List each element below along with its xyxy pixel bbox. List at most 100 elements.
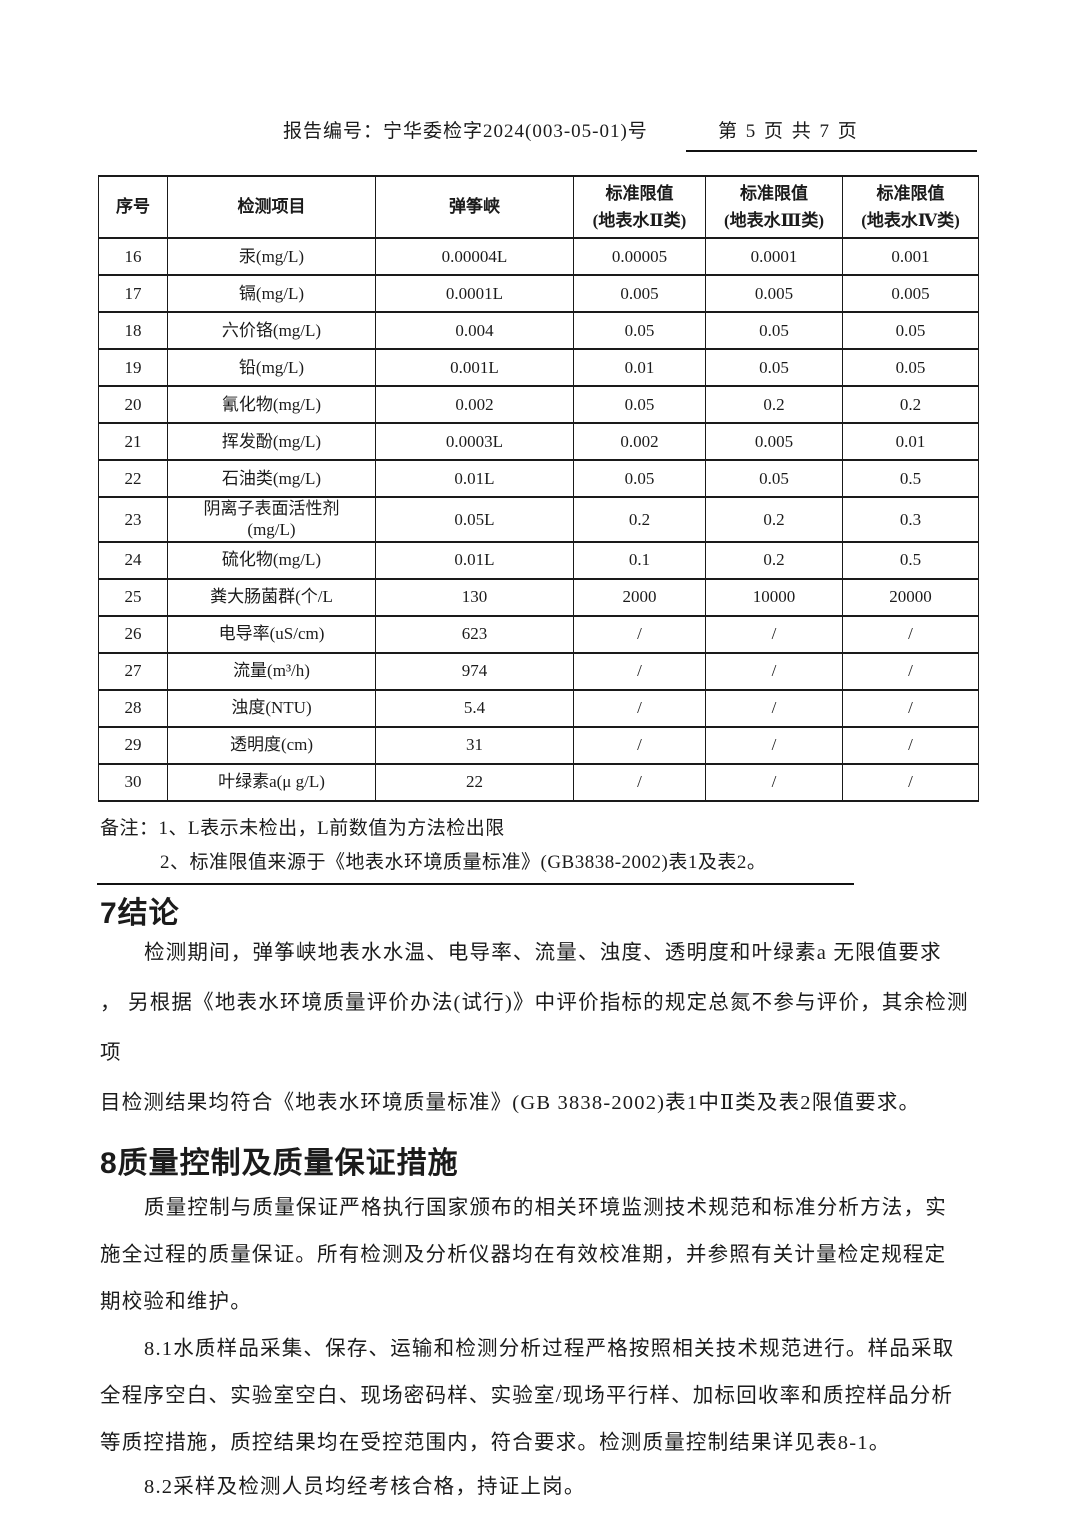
table-cell: 29 [98, 725, 168, 765]
table-cell: / [705, 651, 843, 691]
col-header-index: 序号 [98, 175, 168, 239]
table-cell: / [573, 614, 706, 654]
col-header-limit-class2: 标准限值 (地表水Ⅱ类) [573, 175, 706, 239]
table-cell: 2000 [573, 577, 706, 617]
table-header-row: 序号 检测项目 弹筝峡 标准限值 (地表水Ⅱ类) 标准限值 (地表水Ⅲ类) 标准… [98, 175, 979, 239]
table-cell: 0.0001 [705, 237, 843, 276]
table-cell: 24 [98, 540, 168, 580]
table-row: 17 镉(mg/L) 0.0001L 0.005 0.005 0.005 [98, 274, 979, 313]
table-cell: 0.005 [573, 274, 706, 313]
table-cell: 0.01L [375, 540, 574, 580]
table-cell: 0.0001L [375, 274, 574, 313]
table-cell: 0.01L [375, 459, 574, 498]
table-cell: 铅(mg/L) [167, 348, 376, 387]
table-cell: / [842, 651, 979, 691]
table-cell: 20 [98, 385, 168, 424]
table-cell: 0.005 [705, 422, 843, 461]
table-cell: 汞(mg/L) [167, 237, 376, 276]
results-table-container: 序号 检测项目 弹筝峡 标准限值 (地表水Ⅱ类) 标准限值 (地表水Ⅲ类) 标准… [98, 175, 979, 802]
table-cell: 流量(m³/h) [167, 651, 376, 691]
table-cell: 21 [98, 422, 168, 461]
table-cell: / [705, 762, 843, 802]
table-cell: 0.2 [705, 540, 843, 580]
table-row: 20 氰化物(mg/L) 0.002 0.05 0.2 0.2 [98, 385, 979, 424]
footnote-1: 备注：1、L表示未检出，L前数值为方法检出限 [100, 818, 505, 839]
table-cell: 粪大肠菌群(个/L [167, 577, 376, 617]
table-cell: 0.001 [842, 237, 979, 276]
s81-line: 8.1水质样品采集、保存、运输和检测分析过程严格按照相关技术规范进行。样品采取 [144, 1338, 955, 1360]
table-cell: 17 [98, 274, 168, 313]
table-cell: 0.5 [842, 459, 979, 498]
table-cell: / [705, 725, 843, 765]
table-cell: 0.05 [842, 311, 979, 350]
table-cell: 27 [98, 651, 168, 691]
table-row: 26 电导率(uS/cm) 623// / [98, 614, 979, 654]
table-cell: / [705, 688, 843, 728]
table-row: 16 汞(mg/L) 0.00004L 0.00005 0.0001 0.001 [98, 237, 979, 276]
table-cell: 0.005 [705, 274, 843, 313]
table-cell: / [842, 725, 979, 765]
table-row: 19 铅(mg/L) 0.001L 0.01 0.05 0.05 [98, 348, 979, 387]
quality-line: 质量控制与质量保证严格执行国家颁布的相关环境监测技术规范和标准分析方法，实 [144, 1197, 947, 1219]
table-cell: 0.05L [375, 496, 574, 543]
table-row: 24 硫化物(mg/L) 0.01L 0.1 0.2 0.5 [98, 540, 979, 580]
table-cell: 阴离子表面活性剂 (mg/L) [167, 496, 376, 543]
report-number: 报告编号：宁华委检字2024(003-05-01)号 [283, 121, 648, 142]
conclusion-line: 项 [100, 1042, 122, 1064]
table-cell: 浊度(NTU) [167, 688, 376, 728]
table-cell: 0.00004L [375, 237, 574, 276]
table-cell: / [842, 614, 979, 654]
table-footnotes: 备注：1、L表示未检出，L前数值为方法检出限 2、标准限值来源于《地表水环境质量… [97, 812, 854, 885]
section-8-2-paragraph: 8.2采样及检测人员均经考核合格，持证上岗。 [100, 1462, 978, 1512]
conclusion-line: ， 另根据《地表水环境质量评价办法(试行)》中评价指标的规定总氮不参与评价，其余… [100, 992, 969, 1014]
table-cell: / [573, 725, 706, 765]
table-cell: 22 [375, 762, 574, 802]
col-header-limit-class4: 标准限值 (地表水Ⅳ类) [842, 175, 979, 239]
table-cell: 0.005 [842, 274, 979, 313]
table-cell: 0.01 [842, 422, 979, 461]
table-cell: 0.3 [842, 496, 979, 543]
table-cell: 石油类(mg/L) [167, 459, 376, 498]
table-cell: 18 [98, 311, 168, 350]
table-row: 30 叶绿素a(μ g/L) 22// / [98, 762, 979, 802]
table-cell: / [842, 762, 979, 802]
quality-control-paragraph: 质量控制与质量保证严格执行国家颁布的相关环境监测技术规范和标准分析方法，实 施全… [100, 1185, 978, 1326]
col-header-limit-class3: 标准限值 (地表水Ⅲ类) [705, 175, 843, 239]
table-cell: 623 [375, 614, 574, 654]
table-cell: / [842, 688, 979, 728]
s81-line: 全程序空白、实验室空白、现场密码样、实验室/现场平行样、加标回收率和质控样品分析 [100, 1385, 954, 1407]
quality-line: 施全过程的质量保证。所有检测及分析仪器均在有效校准期，并参照有关计量检定规程定 [100, 1244, 947, 1266]
section-8-heading: 8质量控制及质量保证措施 [100, 1147, 459, 1180]
table-cell: 0.05 [573, 311, 706, 350]
table-cell: 透明度(cm) [167, 725, 376, 765]
table-row: 21 挥发酚(mg/L) 0.0003L 0.002 0.005 0.01 [98, 422, 979, 461]
conclusion-paragraph: 检测期间，弹筝峡地表水水温、电导率、流量、浊度、透明度和叶绿素a 无限值要求 ，… [100, 928, 978, 1128]
table-cell: 叶绿素a(μ g/L) [167, 762, 376, 802]
table-cell: 硫化物(mg/L) [167, 540, 376, 580]
table-cell: / [573, 651, 706, 691]
table-cell: 电导率(uS/cm) [167, 614, 376, 654]
table-cell: 0.0003L [375, 422, 574, 461]
table-cell: 5.4 [375, 688, 574, 728]
table-cell: 19 [98, 348, 168, 387]
conclusion-line: 检测期间，弹筝峡地表水水温、电导率、流量、浊度、透明度和叶绿素a 无限值要求 [144, 942, 942, 964]
s82-line: 8.2采样及检测人员均经考核合格，持证上岗。 [144, 1476, 586, 1498]
table-cell: 氰化物(mg/L) [167, 385, 376, 424]
table-cell: / [573, 762, 706, 802]
page-number-indicator: 第 5 页 共 7 页 [686, 116, 977, 152]
table-cell: 0.001L [375, 348, 574, 387]
table-cell: 0.1 [573, 540, 706, 580]
table-cell: 0.05 [573, 459, 706, 498]
table-cell: 16 [98, 237, 168, 276]
table-row: 18 六价铬(mg/L) 0.004 0.05 0.05 0.05 [98, 311, 979, 350]
table-cell: 25 [98, 577, 168, 617]
footnote-2: 2、标准限值来源于《地表水环境质量标准》(GB3838-2002)表1及表2。 [97, 846, 854, 885]
table-cell: 0.2 [573, 496, 706, 543]
table-cell: 0.05 [705, 348, 843, 387]
table-cell: 23 [98, 496, 168, 543]
table-cell: 0.004 [375, 311, 574, 350]
table-cell: 0.00005 [573, 237, 706, 276]
s81-line: 等质控措施，质控结果均在受控范围内，符合要求。检测质量控制结果详见表8-1。 [100, 1432, 891, 1454]
table-cell: 六价铬(mg/L) [167, 311, 376, 350]
table-cell: 0.05 [705, 311, 843, 350]
